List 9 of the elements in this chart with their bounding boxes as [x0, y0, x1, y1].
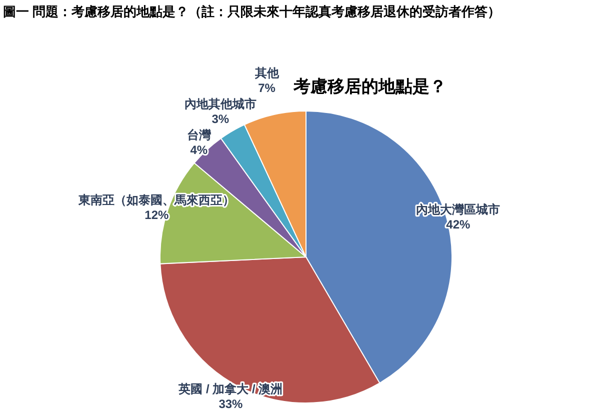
data-label: 3%: [212, 112, 230, 126]
text: 考慮移居的地點是？: [292, 77, 446, 96]
data-label: 4%: [190, 142, 208, 157]
data-label: 33%: [218, 397, 244, 412]
chart-subtitle: 圖一 問題：考慮移居的地點是？（註：只限未來十年認真考慮移居退休的受訪者作答）: [3, 4, 501, 19]
slice-label: 內地其他城市: [184, 96, 256, 111]
slice-label: 其他: [254, 66, 280, 80]
slice-label: 台灣: [186, 128, 212, 142]
data-label: 7%: [258, 81, 276, 96]
